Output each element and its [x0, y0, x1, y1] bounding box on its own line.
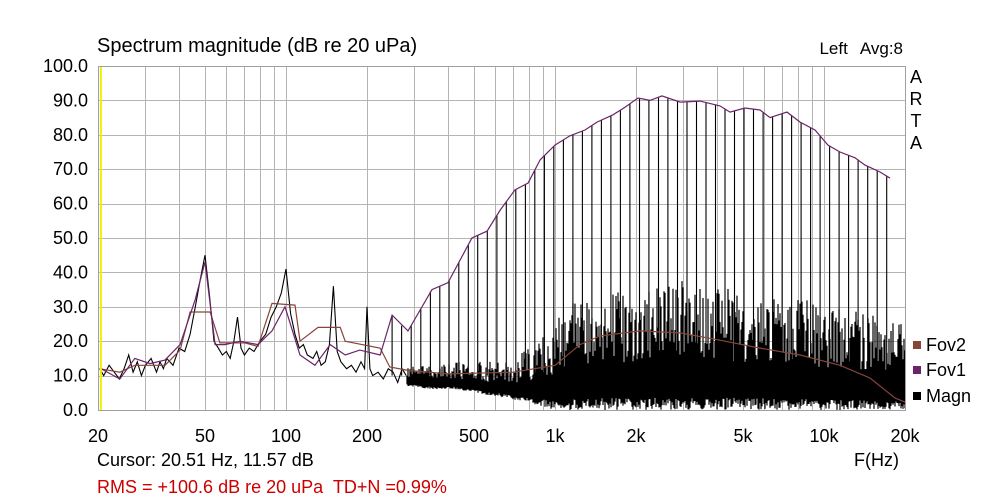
y-tick-label: 20.0 [53, 331, 88, 351]
x-tick-label: 2k [626, 426, 646, 446]
legend-label: Magn [926, 385, 971, 407]
legend-label: Fov1 [926, 359, 966, 381]
legend-item-magn: Magn [912, 385, 992, 407]
y-tick-label: 80.0 [53, 125, 88, 145]
x-tick-label: 50 [195, 426, 215, 446]
legend-swatch [913, 366, 921, 374]
legend-label: Fov2 [926, 334, 966, 356]
legend-item-fov1: Fov1 [912, 359, 992, 381]
brand-logo-text: ARTA [909, 66, 923, 154]
x-tick-label: 500 [459, 426, 489, 446]
y-tick-label: 40.0 [53, 262, 88, 282]
y-tick-label: 70.0 [53, 159, 88, 179]
rms-readout: RMS = +100.6 dB re 20 uPa TD+N =0.99% [97, 476, 447, 498]
cursor-readout: Cursor: 20.51 Hz, 11.57 dB [97, 449, 314, 471]
y-tick-label: 0.0 [63, 400, 88, 420]
x-tick-label: 200 [352, 426, 382, 446]
y-tick-label: 90.0 [53, 90, 88, 110]
channel-info: Left Avg:8 [819, 38, 903, 60]
series-magn [100, 97, 905, 410]
y-tick-label: 60.0 [53, 194, 88, 214]
x-tick-label: 20k [890, 426, 920, 446]
legend-swatch [913, 341, 921, 349]
channel-label: Left [819, 39, 847, 58]
y-tick-label: 10.0 [53, 366, 88, 386]
x-tick-label: 20 [88, 426, 108, 446]
y-tick-label: 30.0 [53, 297, 88, 317]
y-tick-label: 100.0 [43, 56, 88, 76]
legend-item-fov2: Fov2 [912, 334, 992, 356]
y-tick-label: 50.0 [53, 228, 88, 248]
x-tick-label: 10k [809, 426, 839, 446]
magn-noise-band [407, 281, 905, 410]
chart-title: Spectrum magnitude (dB re 20 uPa) [97, 34, 417, 58]
x-axis-label: F(Hz) [854, 449, 899, 471]
x-tick-label: 1k [545, 426, 565, 446]
x-tick-label: 100 [271, 426, 301, 446]
average-count: Avg:8 [860, 39, 903, 58]
x-tick-label: 5k [733, 426, 753, 446]
legend-swatch [913, 392, 921, 400]
